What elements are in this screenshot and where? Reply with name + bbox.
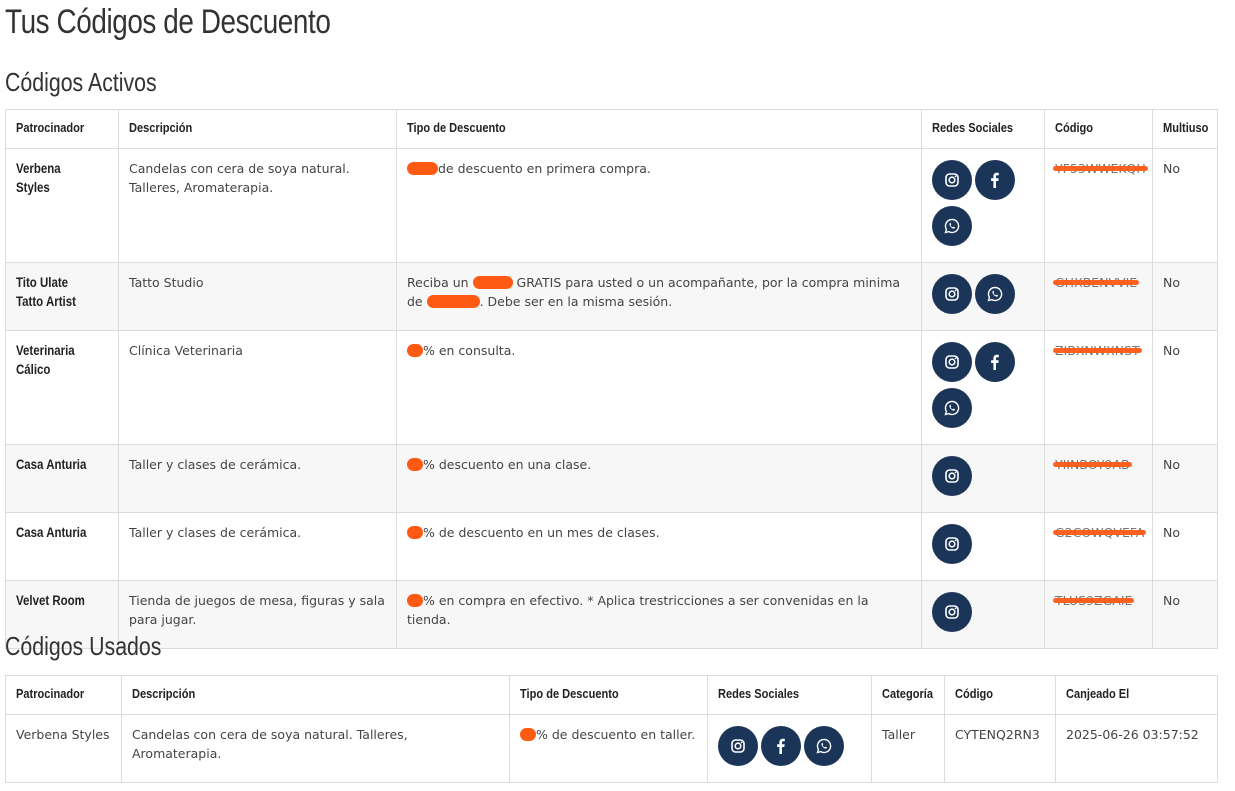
code-cell: G2COWQVEFA bbox=[1044, 512, 1153, 581]
redacted-amount bbox=[407, 594, 423, 607]
social-cell bbox=[921, 148, 1045, 263]
discount-codes-page: Tus Códigos de Descuento Códigos Activos… bbox=[5, 0, 1218, 783]
sponsor-cell: Verbena Styles bbox=[5, 714, 122, 783]
code-cell: CYTENQ2RN3 bbox=[944, 714, 1056, 783]
redeemed-cell: 2025-06-26 03:57:52 bbox=[1055, 714, 1218, 783]
social-cell bbox=[707, 714, 872, 783]
table-header-row: Patrocinador Descripción Tipo de Descuen… bbox=[5, 675, 1218, 715]
instagram-icon[interactable] bbox=[932, 160, 972, 200]
sponsor-cell: Casa Anturia bbox=[5, 512, 119, 581]
column-header-description: Descripción bbox=[118, 109, 397, 149]
sponsor-cell: Velvet Room bbox=[5, 580, 119, 649]
column-header-multiuse: Multiuso bbox=[1152, 109, 1218, 149]
redacted-amount bbox=[472, 276, 513, 289]
discount-cell: de descuento en primera compra. bbox=[396, 148, 922, 263]
active-codes-heading: Códigos Activos bbox=[5, 67, 157, 97]
table-row: Verbena Styles Candelas con cera de soya… bbox=[5, 148, 1218, 263]
column-header-discount-type: Tipo de Descuento bbox=[396, 109, 922, 149]
column-header-sponsor: Patrocinador bbox=[5, 675, 122, 715]
column-header-sponsor: Patrocinador bbox=[5, 109, 119, 149]
social-cell bbox=[921, 444, 1045, 513]
discount-cell: % en compra en efectivo. * Aplica trestr… bbox=[396, 580, 922, 649]
code-cell: TLUS9ZGAIE bbox=[1044, 580, 1153, 649]
sponsor-cell: Verbena Styles bbox=[5, 148, 119, 263]
description-cell: Taller y clases de cerámica. bbox=[118, 444, 397, 513]
instagram-icon[interactable] bbox=[932, 342, 972, 382]
redacted-amount bbox=[520, 728, 536, 741]
redacted-amount bbox=[407, 526, 423, 539]
redacted-amount bbox=[407, 162, 438, 175]
multiuse-cell: No bbox=[1152, 512, 1218, 581]
table-row: Casa Anturia Taller y clases de cerámica… bbox=[5, 444, 1218, 513]
redacted-amount bbox=[407, 344, 423, 357]
description-cell: Tienda de juegos de mesa, figuras y sala… bbox=[118, 580, 397, 649]
multiuse-cell: No bbox=[1152, 330, 1218, 445]
redacted-code: YF53WWEKQH bbox=[1053, 159, 1148, 178]
redacted-code: TLUS9ZGAIE bbox=[1053, 591, 1135, 610]
column-header-discount-type: Tipo de Descuento bbox=[509, 675, 708, 715]
social-cell bbox=[921, 262, 1045, 331]
sponsor-cell: Casa Anturia bbox=[5, 444, 119, 513]
discount-cell: % descuento en una clase. bbox=[396, 444, 922, 513]
table-row: Veterinaria Cálico Clínica Veterinaria %… bbox=[5, 330, 1218, 445]
instagram-icon[interactable] bbox=[932, 274, 972, 314]
column-header-social: Redes Sociales bbox=[707, 675, 872, 715]
instagram-icon[interactable] bbox=[932, 524, 972, 564]
table-row: Verbena Styles Candelas con cera de soya… bbox=[5, 714, 1218, 783]
description-cell: Taller y clases de cerámica. bbox=[118, 512, 397, 581]
table-header-row: Patrocinador Descripción Tipo de Descuen… bbox=[5, 109, 1218, 149]
description-cell: Candelas con cera de soya natural. Talle… bbox=[121, 714, 510, 783]
used-codes-heading: Códigos Usados bbox=[5, 631, 162, 661]
table-row: Casa Anturia Taller y clases de cerámica… bbox=[5, 512, 1218, 581]
redacted-code: G2COWQVEFA bbox=[1053, 523, 1147, 542]
discount-cell: % de descuento en taller. bbox=[509, 714, 708, 783]
active-codes-table: Patrocinador Descripción Tipo de Descuen… bbox=[5, 109, 1218, 649]
discount-cell: % en consulta. bbox=[396, 330, 922, 445]
multiuse-cell: No bbox=[1152, 262, 1218, 331]
column-header-redeemed: Canjeado El bbox=[1055, 675, 1218, 715]
multiuse-cell: No bbox=[1152, 444, 1218, 513]
redacted-code: GHXBENVVIE bbox=[1053, 273, 1140, 292]
code-cell: YIINBOY9AB bbox=[1044, 444, 1153, 513]
social-cell bbox=[921, 512, 1045, 581]
column-header-code: Código bbox=[1044, 109, 1153, 149]
page-title: Tus Códigos de Descuento bbox=[5, 3, 331, 41]
instagram-icon[interactable] bbox=[718, 726, 758, 766]
redacted-code: YIINBOY9AB bbox=[1053, 455, 1132, 474]
instagram-icon[interactable] bbox=[932, 456, 972, 496]
multiuse-cell: No bbox=[1152, 580, 1218, 649]
redacted-amount bbox=[407, 458, 423, 471]
redacted-code: ZIBXNWXNST bbox=[1053, 341, 1142, 360]
column-header-social: Redes Sociales bbox=[921, 109, 1045, 149]
redacted-amount bbox=[426, 295, 480, 308]
used-codes-table: Patrocinador Descripción Tipo de Descuen… bbox=[5, 675, 1218, 783]
social-cell bbox=[921, 580, 1045, 649]
description-cell: Candelas con cera de soya natural. Talle… bbox=[118, 148, 397, 263]
social-cell bbox=[921, 330, 1045, 445]
sponsor-cell: Veterinaria Cálico bbox=[5, 330, 119, 445]
code-cell: ZIBXNWXNST bbox=[1044, 330, 1153, 445]
table-row: Velvet Room Tienda de juegos de mesa, fi… bbox=[5, 580, 1218, 649]
whatsapp-icon[interactable] bbox=[804, 726, 844, 766]
facebook-icon[interactable] bbox=[761, 726, 801, 766]
column-header-description: Descripción bbox=[121, 675, 510, 715]
column-header-category: Categoría bbox=[871, 675, 945, 715]
description-cell: Tatto Studio bbox=[118, 262, 397, 331]
whatsapp-icon[interactable] bbox=[975, 274, 1015, 314]
whatsapp-icon[interactable] bbox=[932, 206, 972, 246]
instagram-icon[interactable] bbox=[932, 592, 972, 632]
facebook-icon[interactable] bbox=[975, 160, 1015, 200]
category-cell: Taller bbox=[871, 714, 945, 783]
discount-cell: Reciba un GRATIS para usted o un acompañ… bbox=[396, 262, 922, 331]
column-header-code: Código bbox=[944, 675, 1056, 715]
description-cell: Clínica Veterinaria bbox=[118, 330, 397, 445]
sponsor-cell: Tito Ulate Tatto Artist bbox=[5, 262, 119, 331]
multiuse-cell: No bbox=[1152, 148, 1218, 263]
facebook-icon[interactable] bbox=[975, 342, 1015, 382]
discount-cell: % de descuento en un mes de clases. bbox=[396, 512, 922, 581]
whatsapp-icon[interactable] bbox=[932, 388, 972, 428]
table-row: Tito Ulate Tatto Artist Tatto Studio Rec… bbox=[5, 262, 1218, 331]
code-cell: YF53WWEKQH bbox=[1044, 148, 1153, 263]
code-cell: GHXBENVVIE bbox=[1044, 262, 1153, 331]
